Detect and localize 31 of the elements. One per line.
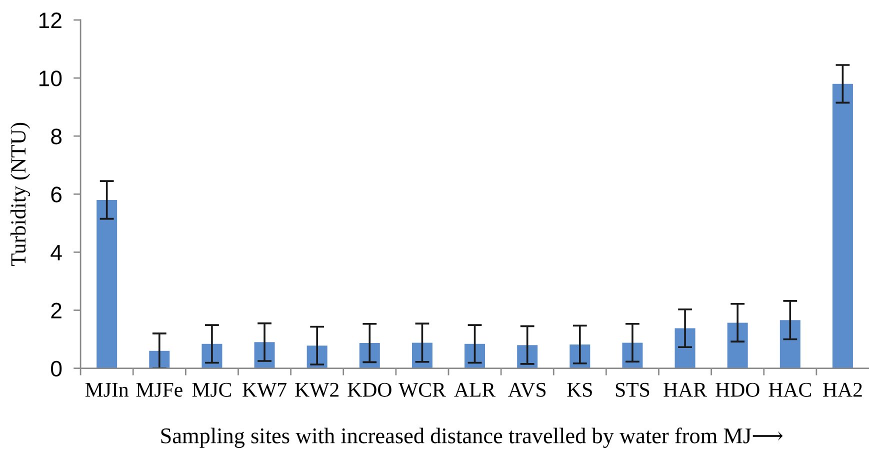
bar bbox=[96, 200, 118, 368]
x-tick-label: HDO bbox=[716, 382, 760, 397]
bar bbox=[464, 344, 486, 368]
x-tick-label: KW7 bbox=[242, 382, 286, 397]
y-tick-label: 2 bbox=[51, 302, 62, 318]
y-tick-label: 6 bbox=[51, 186, 62, 202]
x-tick-label: MJC bbox=[192, 382, 232, 397]
y-tick-label: 8 bbox=[51, 128, 62, 144]
x-tick-label: MJFe bbox=[136, 382, 182, 397]
bar bbox=[149, 350, 170, 368]
x-tick-label: MJIn bbox=[85, 382, 129, 397]
x-tick-label: HAR bbox=[664, 382, 707, 397]
bar bbox=[780, 320, 800, 368]
y-tick-label: 0 bbox=[51, 360, 62, 377]
x-tick-label: STS bbox=[616, 382, 650, 397]
x-tick-label: AVS bbox=[508, 382, 546, 397]
x-tick-label: KW2 bbox=[295, 382, 338, 397]
y-tick-label: 12 bbox=[39, 12, 62, 28]
x-tick-label: HAC bbox=[768, 382, 811, 397]
x-tick-label: WCR bbox=[398, 382, 446, 397]
x-tick-label: KDO bbox=[348, 382, 392, 397]
bar bbox=[727, 322, 748, 368]
bar bbox=[832, 84, 853, 368]
y-axis-title: Turbidity (NTU) bbox=[10, 122, 30, 266]
bar bbox=[674, 328, 696, 368]
x-axis-title: Sampling sites with increased distance travelled by water from MJ⟶ bbox=[161, 428, 783, 448]
x-tick-label: HA2 bbox=[823, 382, 862, 397]
x-tick-label: KS bbox=[567, 382, 592, 397]
y-tick-label: 4 bbox=[50, 244, 62, 260]
x-tick-label: ALR bbox=[454, 382, 496, 397]
y-tick-label: 10 bbox=[39, 70, 62, 86]
